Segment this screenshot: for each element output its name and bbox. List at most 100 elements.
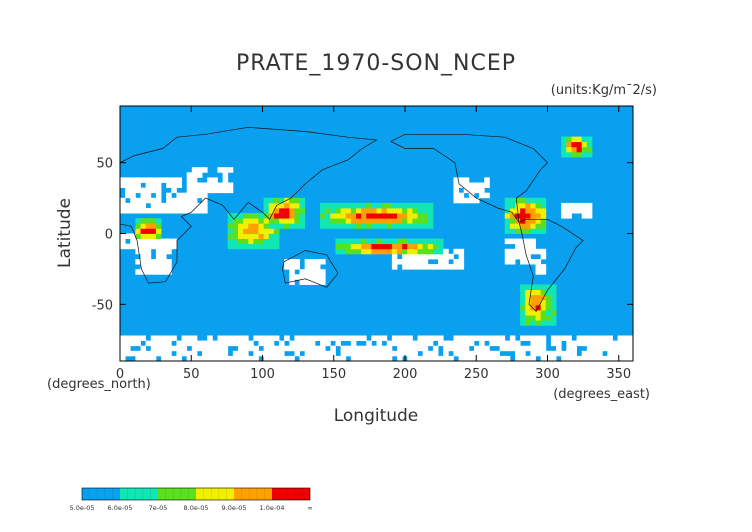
field-cell — [243, 228, 249, 234]
field-cell — [453, 264, 459, 270]
field-cell — [273, 223, 280, 229]
field-cell — [207, 335, 213, 341]
field-cell — [355, 355, 362, 361]
field-cell — [443, 355, 449, 361]
field-cell — [125, 192, 131, 199]
field-cell — [345, 213, 352, 219]
field-cell — [320, 274, 326, 280]
field-cell — [340, 238, 347, 245]
field-cell — [217, 182, 223, 188]
field-cell — [237, 335, 244, 341]
field-cell — [520, 213, 526, 219]
field-cell — [273, 345, 280, 352]
field-cell — [309, 350, 316, 357]
field-cell — [602, 335, 608, 341]
field-cell — [525, 248, 531, 255]
field-cell — [540, 269, 547, 275]
field-cell — [489, 340, 495, 347]
field-cell — [591, 355, 598, 361]
field-cell — [540, 350, 547, 357]
field-cell — [561, 350, 567, 357]
legend-swatch — [272, 488, 310, 500]
field-cell — [453, 345, 459, 352]
field-cell — [381, 238, 388, 245]
field-cell — [212, 350, 218, 357]
field-cell — [376, 345, 383, 352]
x-tick-label: 0 — [116, 367, 124, 382]
field-cell — [391, 218, 398, 224]
field-cell — [402, 218, 408, 224]
field-cell — [155, 264, 162, 270]
field-cell — [196, 208, 203, 214]
field-cell — [335, 213, 341, 219]
field-cell — [550, 340, 557, 347]
field-cell — [386, 238, 393, 245]
field-cell — [371, 208, 377, 214]
field-cell — [489, 350, 495, 357]
field-cell — [530, 315, 536, 321]
field-cell — [161, 243, 167, 250]
field-cell — [355, 350, 362, 357]
field-cell — [535, 335, 542, 341]
field-cell — [335, 218, 341, 224]
field-cell — [540, 299, 547, 306]
field-cell — [150, 208, 157, 214]
field-cell — [202, 340, 208, 347]
field-cell — [438, 335, 444, 341]
field-cell — [150, 223, 157, 229]
field-cell — [150, 238, 157, 245]
x-tick-label: 350 — [606, 367, 631, 382]
field-cell — [330, 355, 336, 361]
field-cell — [140, 345, 147, 352]
field-cell — [299, 218, 306, 224]
field-cell — [299, 213, 306, 219]
field-cell — [597, 340, 603, 347]
field-cell — [130, 208, 136, 214]
field-cell — [509, 238, 516, 245]
field-cell — [586, 151, 593, 158]
field-cell — [586, 340, 593, 347]
field-cell — [535, 228, 542, 234]
field-cell — [386, 208, 393, 214]
field-cell — [289, 197, 295, 204]
field-cell — [196, 167, 203, 173]
field-cell — [258, 213, 265, 219]
field-cell — [340, 345, 347, 352]
field-cell — [196, 192, 203, 199]
field-cell — [120, 197, 126, 204]
field-cell — [253, 243, 259, 250]
field-cell — [550, 320, 557, 326]
field-cell — [448, 253, 454, 260]
field-cell — [330, 202, 336, 209]
field-cell — [484, 182, 490, 188]
field-cell — [186, 208, 193, 214]
field-cell — [525, 218, 531, 224]
field-cell — [232, 355, 239, 361]
field-cell — [520, 248, 526, 255]
field-cell — [525, 238, 531, 245]
field-cell — [515, 238, 521, 245]
field-cell — [320, 218, 326, 224]
field-cell — [176, 208, 182, 214]
field-cell — [499, 345, 506, 352]
field-cell — [376, 208, 383, 214]
field-cell — [443, 340, 449, 347]
field-cell — [294, 208, 300, 214]
field-cell — [155, 335, 162, 341]
field-cell — [489, 355, 495, 361]
field-cell — [453, 177, 459, 183]
field-cell — [248, 243, 254, 250]
field-cell — [417, 218, 424, 224]
field-cell — [340, 355, 347, 361]
field-cell — [181, 350, 188, 357]
field-cell — [453, 192, 459, 199]
field-cell — [202, 167, 208, 173]
field-cell — [294, 264, 300, 270]
field-cell — [586, 350, 593, 357]
field-cell — [520, 345, 526, 352]
field-cell — [458, 264, 465, 270]
field-cell — [155, 253, 162, 260]
field-cell — [520, 223, 526, 229]
field-cell — [222, 182, 229, 188]
field-cell — [171, 182, 177, 188]
